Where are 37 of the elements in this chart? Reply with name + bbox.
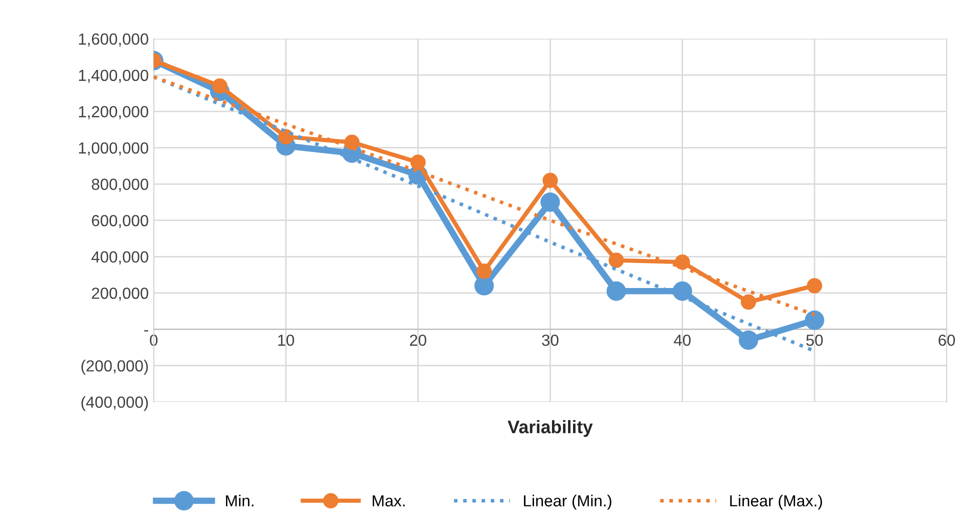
y-tick-label: (400,000) (81, 396, 148, 411)
y-tick-label: 1,600,000 (79, 33, 148, 47)
y-tick-label: 600,000 (92, 214, 148, 228)
point (476, 264, 492, 279)
point (606, 281, 626, 301)
legend-label: Linear (Max.) (730, 494, 822, 510)
point (806, 278, 822, 294)
y-tick-label: 1,400,000 (79, 70, 148, 83)
point (738, 330, 758, 350)
point (344, 134, 360, 150)
x-tick-label: 20 (410, 334, 426, 346)
y-tick-label: 400,000 (91, 251, 148, 264)
legend-label: Max. (372, 495, 405, 506)
x-tick-label: 0 (150, 334, 158, 346)
x-axis-title: Variability (508, 420, 593, 437)
point (608, 252, 624, 268)
point (804, 310, 824, 330)
y-tick-label: 1,200,000 (79, 106, 148, 120)
x-tick-label: 60 (938, 334, 955, 346)
point (410, 154, 426, 170)
y-tick-label: 800,000 (92, 178, 148, 192)
point (278, 129, 294, 144)
point (740, 294, 756, 310)
x-tick-label: 10 (278, 334, 294, 346)
y-tick-label: 1,000,000 (79, 142, 148, 156)
x-tick-label: 40 (674, 334, 691, 346)
point (674, 254, 690, 270)
legend-label: Linear (Min.) (524, 494, 612, 510)
legend-label: Min. (226, 494, 254, 506)
y-tick-label: - (144, 330, 148, 332)
x-tick-label: 30 (542, 334, 558, 346)
point (540, 192, 560, 212)
x-tick-label: 50 (806, 334, 823, 346)
y-tick-label: 200,000 (92, 288, 148, 301)
y-tick-label: (200,000) (81, 360, 148, 375)
point (672, 281, 692, 301)
point (542, 172, 558, 188)
